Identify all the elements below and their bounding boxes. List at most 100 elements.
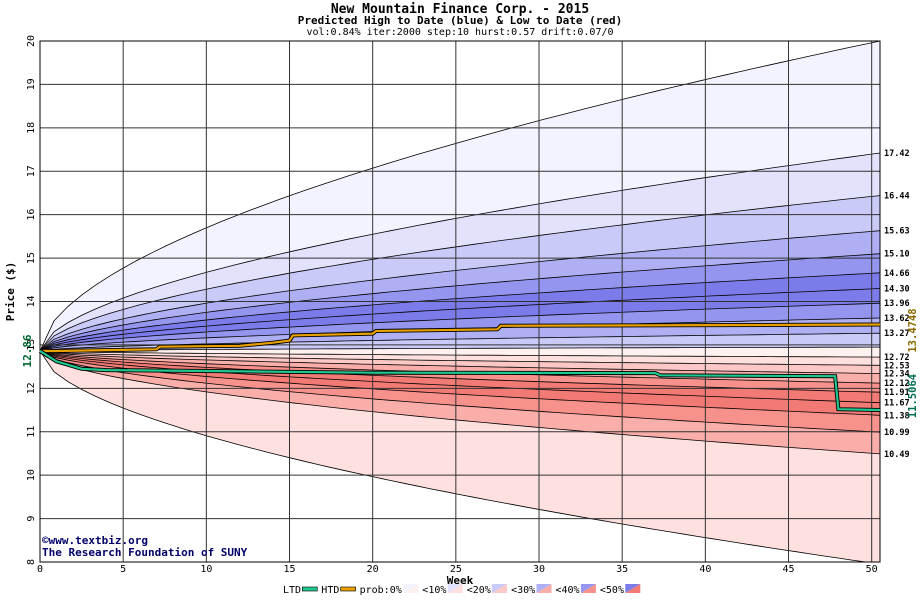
legend-item: LTD [283,585,318,596]
low-probability-band [40,351,880,562]
legend-label: <50% [600,585,624,596]
high-probability-band [40,253,880,351]
legend-swatch-red [625,584,641,593]
band-end-label: 12.53 [884,361,910,371]
legend-item: <20% [467,584,508,596]
band-boundary-line [39,350,881,366]
band-end-label: 11.38 [884,411,910,421]
y-tick-label: 17 [26,165,37,177]
band-boundary-line [39,350,881,358]
htd-end-label: 13.4748 [907,308,919,352]
start-price-label: 12.86 [21,334,34,367]
plot-border [39,40,881,563]
credit-website: ©www.textbiz.org [42,534,148,547]
y-tick-label: 20 [26,35,37,47]
band-end-label: 13.62 [884,314,910,324]
band-boundary-line [39,152,881,352]
low-probability-band [40,351,880,403]
band-end-label: 17.42 [884,149,910,159]
x-tick-label: 5 [120,564,126,575]
band-end-label: 14.30 [884,284,910,294]
legend-item: HTD [321,585,356,596]
band-boundary-line [39,302,881,352]
band-boundary-line [39,195,881,352]
legend-line-swatch [301,586,318,592]
legend-label: <30% [511,585,535,596]
band-end-label: 12.34 [884,370,910,380]
band-end-label: 16.44 [884,192,910,202]
y-tick-label: 19 [26,78,37,90]
y-tick-label: 8 [26,559,37,565]
legend-swatch-red [447,584,463,593]
legend-swatch-red [403,584,419,593]
band-end-label: 15.63 [884,227,910,237]
low-probability-band [40,351,880,454]
band-boundary-line [39,230,881,352]
high-probability-band [40,230,880,351]
band-end-label: 15.10 [884,250,910,260]
legend-label: <40% [556,585,580,596]
legend-label: prob:0% [360,585,402,596]
band-end-label: 10.99 [884,428,910,438]
low-probability-band [40,351,880,366]
x-axis-label: Week [447,574,474,587]
legend-label: LTD [283,585,301,596]
x-tick-label: 40 [699,564,711,575]
legend-label: <10% [422,585,446,596]
y-tick-label: 15 [26,252,37,264]
low-probability-band [40,351,880,393]
htd-series-line [40,323,881,353]
y-tick-label: 12 [26,382,37,394]
high-probability-band [40,153,880,351]
x-tick-label: 25 [450,564,462,575]
ltd-series-line [39,350,881,412]
x-tick-label: 45 [782,564,794,575]
band-end-label: 10.49 [884,450,910,460]
band-boundary-line [39,288,881,352]
band-boundary-line [39,350,881,433]
legend-line-swatch [340,586,356,592]
legend-label: <20% [467,585,491,596]
y-tick-label: 18 [26,122,37,134]
x-tick-label: 20 [367,564,379,575]
band-boundary-line [39,350,881,374]
band-boundary-line [39,272,881,352]
chart-title: New Mountain Finance Corp. - 2015 [330,2,590,17]
y-axis-label: Price ($) [4,262,17,322]
y-tick-label: 14 [26,295,37,307]
x-tick-label: 50 [866,564,878,575]
high-probability-band [40,41,880,351]
high-probability-band [40,303,880,351]
x-tick-label: 15 [283,564,295,575]
x-tick-label: 0 [37,564,43,575]
low-probability-band [40,351,880,416]
median-line [39,346,880,352]
band-end-label: 13.27 [884,329,910,339]
y-tick-label: 11 [26,426,37,438]
band-end-label: 11.67 [884,399,910,409]
y-tick-label: 13 [26,339,37,351]
band-boundary-line [39,40,881,352]
low-probability-band [40,351,880,374]
y-tick-label: 9 [26,516,37,522]
high-probability-band [40,272,880,351]
legend-swatch-red [492,584,508,593]
band-end-label: 12.12 [884,379,910,389]
band-boundary-line [39,350,881,416]
legend-item: prob:0% [360,584,419,596]
band-boundary-line [39,253,881,352]
band-end-label: 14.66 [884,269,910,279]
ltd-end-label: 11.5064 [907,374,919,418]
band-end-label: 12.72 [884,353,910,363]
x-tick-label: 35 [616,564,628,575]
chart-subtitle: Predicted High to Date (blue) & Low to D… [297,14,623,27]
high-probability-band [40,195,880,351]
band-end-label: 13.96 [884,299,910,309]
legend-item: <50% [600,584,641,596]
credit-organization: The Research Foundation of SUNY [42,546,248,559]
x-tick-label: 30 [533,564,545,575]
band-boundary-line [39,350,880,563]
legend-item: <30% [511,584,552,596]
chart-parameters: vol:0.84% iter:2000 step:10 hurst:0.57 d… [306,27,614,38]
